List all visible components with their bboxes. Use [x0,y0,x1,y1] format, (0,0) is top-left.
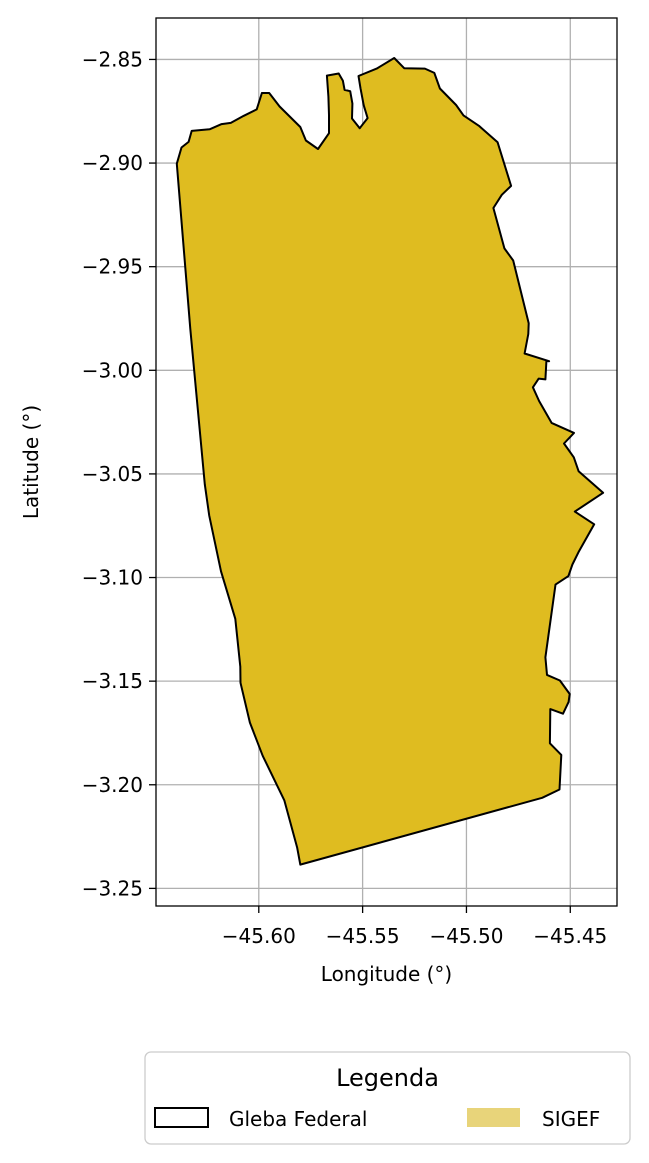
legend-title: Legenda [336,1064,439,1092]
y-axis-label: Latitude (°) [19,405,43,519]
legend: Legenda Gleba Federal SIGEF [144,1051,631,1145]
y-tick-label: −3.25 [82,876,143,900]
legend-label-sigef: SIGEF [542,1107,600,1131]
legend-swatch-sigef [467,1108,520,1127]
y-tick-label: −2.90 [82,151,143,175]
y-tick-label: −3.00 [82,358,143,382]
legend-swatch-gleba-federal [154,1107,209,1128]
x-tick-label: −45.45 [533,924,607,948]
y-tick-label: −3.15 [82,669,143,693]
gleba-federal-polygon [175,57,605,866]
x-tick-label: −45.60 [222,924,296,948]
y-tick-label: −3.20 [82,773,143,797]
y-tick-label: −3.05 [82,462,143,486]
y-axis-ticks: −2.85 −2.90 −2.95 −3.00 −3.05 −3.10 −3.15 −3.20… [82,47,156,900]
x-tick-label: −45.50 [429,924,503,948]
x-axis-ticks: −45.60 −45.55 −45.50 −45.45 [222,906,607,948]
x-axis-label: Longitude (°) [321,962,452,986]
y-tick-label: −3.10 [82,566,143,590]
x-tick-label: −45.55 [326,924,400,948]
y-tick-label: −2.85 [82,47,143,71]
plot-frame [155,17,618,907]
y-tick-label: −2.95 [82,255,143,279]
legend-label-gleba-federal: Gleba Federal [229,1107,367,1131]
